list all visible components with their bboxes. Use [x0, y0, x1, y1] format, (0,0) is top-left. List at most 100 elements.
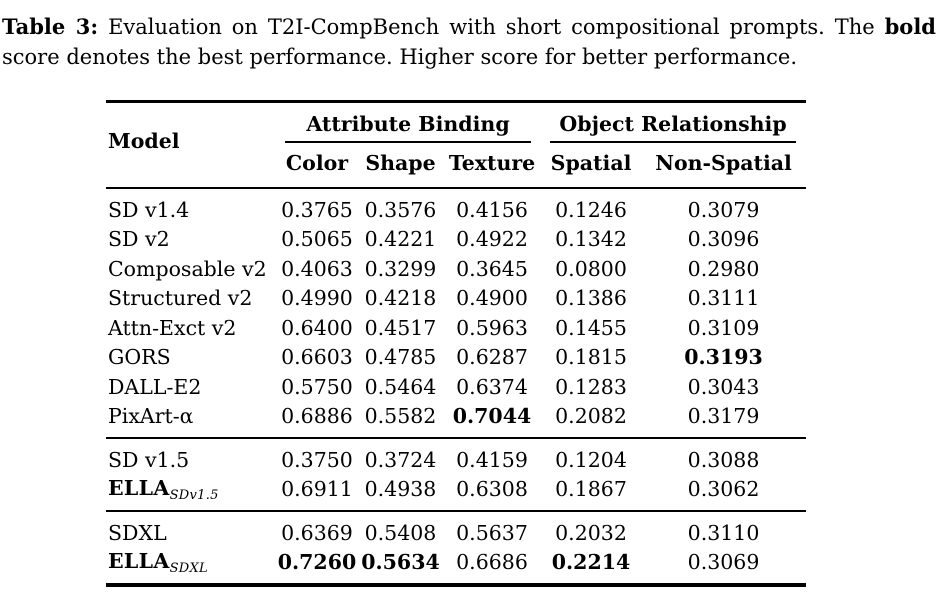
- caption-line-2: score denotes the best performance. High…: [2, 45, 798, 69]
- table-row: SD v1.5 0.3750 0.3724 0.4159 0.1204 0.3088: [106, 438, 806, 475]
- table-row: ELLASDXL 0.7260 0.5634 0.6686 0.2214 0.3069: [106, 548, 806, 584]
- table-row: GORS 0.6603 0.4785 0.6287 0.1815 0.3193: [106, 343, 806, 373]
- score-cell: 0.6911: [281, 477, 353, 502]
- score-cell: 0.6686: [456, 550, 528, 575]
- model-subscript: SDv1.5: [169, 487, 219, 503]
- caption-line-1: Table 3: Evaluation on T2I-CompBench wit…: [2, 12, 936, 42]
- score-cell: 0.3110: [687, 520, 760, 545]
- score-cell: 0.3724: [364, 447, 437, 472]
- table-row: ELLASDv1.5 0.6911 0.4938 0.6308 0.1867 0.3062: [106, 475, 806, 512]
- model-name: DALL-E2: [108, 374, 202, 399]
- score-cell: 0.2032: [555, 520, 627, 545]
- score-cell: 0.4900: [456, 286, 528, 311]
- score-cell: 0.6287: [456, 345, 528, 370]
- model-name: PixArt-α: [108, 404, 194, 429]
- model-name: ELLA: [108, 475, 170, 500]
- table-row: Composable v2 0.4063 0.3299 0.3645 0.0800 0.2…: [106, 254, 806, 284]
- score-cell: 0.3043: [687, 374, 760, 399]
- score-cell: 0.5634: [361, 550, 440, 575]
- score-cell: 0.4517: [364, 315, 437, 340]
- score-cell: 0.3096: [687, 227, 760, 252]
- column-header-color: Color: [285, 151, 349, 175]
- score-cell: 0.3111: [687, 286, 760, 311]
- score-cell: 0.1246: [555, 197, 627, 222]
- score-cell: 0.3645: [456, 256, 528, 281]
- group-header-row: Model Attribute Binding Object Relations…: [106, 103, 806, 153]
- table-row: DALL-E2 0.5750 0.5464 0.6374 0.1283 0.3043: [106, 372, 806, 402]
- score-cell: 0.3088: [687, 447, 760, 472]
- column-header-spatial: Spatial: [550, 151, 632, 175]
- caption-bold-word: bold: [884, 14, 936, 39]
- table-section: SD v1.5 0.3750 0.3724 0.4159 0.1204 0.3088 ELL…: [106, 438, 807, 512]
- table-row: SDXL 0.6369 0.5408 0.5637 0.2032 0.3110: [106, 511, 806, 548]
- score-cell: 0.3062: [687, 477, 760, 502]
- model-name: Structured v2: [108, 286, 253, 311]
- score-cell: 0.5464: [364, 374, 437, 399]
- score-cell: 0.3179: [687, 404, 760, 429]
- model-name: GORS: [108, 345, 171, 370]
- model-cell: Structured v2: [106, 284, 276, 314]
- score-cell: 0.6400: [281, 315, 353, 340]
- table-section: SDXL 0.6369 0.5408 0.5637 0.2032 0.3110 ELLASD…: [106, 511, 807, 584]
- score-cell: 0.3299: [364, 256, 437, 281]
- model-name: SD v1.5: [108, 447, 190, 472]
- caption-text: Evaluation on T2I-CompBench with short c…: [108, 15, 875, 39]
- table-caption: Table 3: Evaluation on T2I-CompBench wit…: [2, 12, 936, 72]
- score-cell: 0.6886: [281, 404, 353, 429]
- score-cell: 0.1204: [555, 447, 627, 472]
- table-row: SD v1.4 0.3765 0.3576 0.4156 0.1246 0.3079: [106, 188, 806, 225]
- model-cell: SD v1.5: [106, 438, 276, 475]
- model-cell: Attn-Exct v2: [106, 313, 276, 343]
- model-name: SD v1.4: [108, 197, 190, 222]
- score-cell: 0.7044: [452, 404, 532, 429]
- table-row: Attn-Exct v2 0.6400 0.4517 0.5963 0.1455 0.31…: [106, 313, 806, 343]
- score-cell: 0.5963: [456, 315, 528, 340]
- score-cell: 0.4922: [456, 227, 528, 252]
- table-row: PixArt-α 0.6886 0.5582 0.7044 0.2082 0.3179: [106, 402, 806, 439]
- model-cell: Composable v2: [106, 254, 276, 284]
- score-cell: 0.3750: [281, 447, 353, 472]
- column-header-model: Model: [108, 129, 180, 153]
- score-cell: 0.2980: [687, 256, 760, 281]
- score-cell: 0.6374: [456, 374, 528, 399]
- column-header-texture: Texture: [448, 151, 536, 175]
- group-header-attribute-binding: Attribute Binding: [276, 103, 541, 143]
- caption-label: Table 3:: [2, 14, 99, 39]
- score-cell: 0.5065: [281, 227, 353, 252]
- column-header-non-spatial: Non-Spatial: [655, 151, 792, 175]
- score-cell: 0.4990: [281, 286, 353, 311]
- score-cell: 0.3193: [684, 345, 763, 370]
- group-label-attribute-binding: Attribute Binding: [285, 103, 532, 143]
- score-cell: 0.1867: [555, 477, 627, 502]
- score-cell: 0.3109: [687, 315, 760, 340]
- table-row: SD v2 0.5065 0.4221 0.4922 0.1342 0.3096: [106, 225, 806, 255]
- model-cell: SD v2: [106, 225, 276, 255]
- model-name: SDXL: [108, 520, 167, 545]
- table-section: SD v1.4 0.3765 0.3576 0.4156 0.1246 0.3079 SD …: [106, 188, 806, 438]
- score-cell: 0.5582: [364, 404, 437, 429]
- score-cell: 0.3079: [687, 197, 760, 222]
- score-cell: 0.1386: [555, 286, 627, 311]
- score-cell: 0.2214: [551, 550, 631, 575]
- score-cell: 0.4221: [364, 227, 437, 252]
- model-cell: SDXL: [106, 511, 276, 548]
- score-cell: 0.1455: [555, 315, 627, 340]
- table-row: Structured v2 0.4990 0.4218 0.4900 0.1386 0.3…: [106, 284, 806, 314]
- model-cell: DALL-E2: [106, 372, 276, 402]
- score-cell: 0.4938: [364, 477, 437, 502]
- model-name: Attn-Exct v2: [108, 315, 237, 340]
- model-cell: PixArt-α: [106, 402, 276, 439]
- score-cell: 0.6308: [456, 477, 528, 502]
- model-cell: ELLASDv1.5: [106, 475, 276, 512]
- score-cell: 0.3765: [281, 197, 353, 222]
- score-cell: 0.7260: [277, 550, 357, 575]
- score-cell: 0.5408: [364, 520, 437, 545]
- results-table: Model Attribute Binding Object Relations…: [106, 103, 807, 584]
- score-cell: 0.5750: [281, 374, 353, 399]
- model-subscript: SDXL: [169, 560, 208, 576]
- score-cell: 0.0800: [555, 256, 627, 281]
- score-cell: 0.1815: [555, 345, 627, 370]
- column-header-row: Color Shape Texture Spatial Non-Spatial: [106, 143, 806, 188]
- score-cell: 0.3576: [364, 197, 437, 222]
